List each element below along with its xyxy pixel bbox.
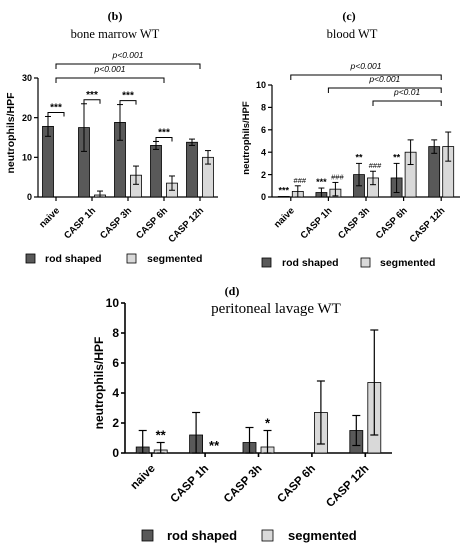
x-tick-label-c-3: CASP 6h [374,205,410,241]
x-tick-label-d-4: CASP 12h [324,463,371,510]
legend-b: rod shaped segmented [25,253,202,265]
x-tick-label-d-3: CASP 6h [275,463,318,506]
bar-c-rod-0 [277,196,290,198]
legend-d: rod shaped segmented [141,528,357,543]
y-tick-label-c-3: 6 [261,125,266,135]
pair-label-b-3: *** [158,127,170,138]
pair-bracket-b-3 [155,136,173,142]
p-label-c-0: p<0.001 [350,61,382,71]
x-tick-label-d-2: CASP 3h [222,463,265,506]
legend-b-rod-label: rod shaped [45,253,102,265]
y-tick-label-b-1: 10 [22,152,32,162]
y-tick-label-c-2: 4 [261,147,266,157]
x-tick-label-c-2: CASP 3h [336,205,372,241]
pair-label-b-1: *** [86,90,98,101]
legend-d-seg-label: segmented [288,528,357,543]
seg-sig-d-2: * [265,416,271,431]
p-bracket-c-1 [327,87,442,93]
panel-d-label: (d) [225,284,240,298]
panel-d-plot: 0 2 4 6 8 10 naive CASP 1h CASP 3h CASP 6h CASP 12… [106,296,392,510]
seg-sig-c-2: ### [369,161,382,170]
p-label-b-0: p<0.001 [112,50,144,60]
panel-b-ylabel: neutrophils/HPF [5,92,17,174]
legend-d-rod-swatch [141,529,154,542]
pair-label-b-0: *** [50,102,62,113]
panel-c-ylabel: neutrophils/HPF [241,101,252,175]
y-tick-label-c-5: 10 [256,80,266,90]
x-tick-label-b-1: CASP 1h [62,205,98,241]
y-tick-label-c-0: 0 [261,192,266,202]
legend-c: rod shaped segmented [261,257,435,269]
seg-sig-d-1: ** [209,438,220,453]
pair-bracket-b-0 [47,111,65,117]
y-tick-label-c-1: 2 [261,170,266,180]
seg-sig-c-0: ### [294,176,307,185]
bar-b-rod-3 [150,145,162,198]
bar-b-rod-4 [186,141,198,198]
panel-c-title: blood WT [327,27,378,41]
legend-b-seg-label: segmented [147,253,202,265]
p-label-b-1: p<0.001 [94,64,126,74]
x-tick-label-b-3: CASP 6h [134,205,170,241]
p-bracket-b-0 [55,63,201,69]
rod-sig-c-2: ** [355,152,363,162]
y-tick-label-d-2: 4 [112,386,119,400]
y-tick-label-c-4: 8 [261,103,266,113]
panel-b-title: bone marrow WT [71,27,160,41]
legend-d-seg-swatch [261,529,274,542]
legend-c-seg-label: segmented [380,257,435,269]
p-bracket-c-2 [372,100,442,106]
x-tick-label-d-0: naive [129,463,158,492]
pair-bracket-b-2 [119,100,137,105]
x-tick-label-b-4: CASP 12h [166,205,206,245]
legend-d-rod-label: rod shaped [167,528,237,543]
x-tick-label-c-1: CASP 1h [298,205,334,241]
y-tick-label-b-2: 20 [22,113,32,123]
panel-d-ylabel: neutrophils/HPF [92,337,106,430]
rod-sig-c-3: ** [393,152,401,162]
x-tick-label-d-1: CASP 1h [169,463,212,506]
panel-b-label: (b) [108,9,123,23]
y-tick-label-d-0: 0 [112,446,119,460]
bar-b-rod-0 [42,125,54,198]
pair-bracket-b-1 [83,99,101,104]
y-tick-label-b-3: 30 [22,73,32,83]
y-tick-label-b-0: 0 [27,192,32,202]
rod-sig-c-0: *** [279,185,290,195]
y-tick-label-d-1: 2 [112,416,119,430]
legend-c-rod-label: rod shaped [282,257,339,269]
pair-label-b-2: *** [122,91,134,102]
bar-c-rod-4 [428,146,441,198]
y-tick-label-d-4: 8 [112,326,119,340]
legend-b-seg-swatch [126,253,137,264]
x-tick-label-c-0: naive [272,205,297,230]
p-label-c-1: p<0.001 [368,74,400,84]
seg-sig-d-0: ** [156,428,167,443]
y-tick-label-d-3: 6 [112,356,119,370]
x-tick-label-b-2: CASP 3h [98,205,134,241]
panel-d-title: peritoneal lavage WT [211,301,341,317]
p-bracket-c-0 [290,74,442,80]
seg-sig-c-1: ### [331,172,344,181]
legend-c-seg-swatch [360,257,371,268]
legend-c-rod-swatch [261,257,272,268]
x-tick-label-c-4: CASP 12h [408,205,448,245]
legend-b-rod-swatch [25,253,36,264]
panel-c-label: (c) [342,9,355,23]
rod-sig-c-1: *** [316,177,327,187]
p-bracket-b-1 [55,77,165,83]
x-tick-label-b-0: naive [37,205,62,230]
y-tick-label-d-5: 10 [106,296,120,310]
p-label-c-2: p<0.01 [393,87,421,97]
